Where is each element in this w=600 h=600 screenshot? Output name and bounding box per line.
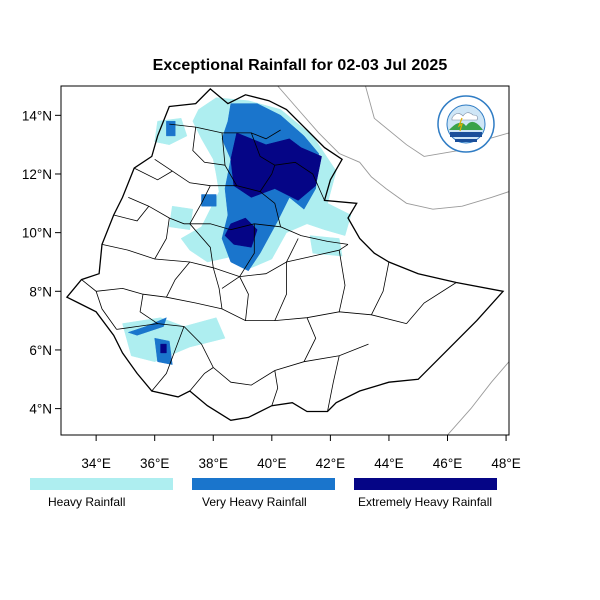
region-boundary-13: [338, 244, 349, 312]
region-boundary-5: [96, 287, 407, 324]
x-tick-label-3: 40°E: [257, 456, 286, 471]
region-boundary-9: [189, 185, 223, 309]
x-tick-label-6: 46°E: [433, 456, 462, 471]
y-tick-label-1: 6°N: [29, 343, 52, 358]
rain-area-very-heavy-6: [166, 120, 176, 137]
region-boundary-11: [274, 238, 299, 321]
region-boundary-12: [303, 317, 317, 362]
axis-ticks: 34°E 36°E 38°E 40°E 42°E 44°E 46°E 48°E 4°N 6°N 8°…: [22, 108, 521, 471]
legend-label-very-heavy: Very Heavy Rainfall: [202, 495, 307, 509]
region-boundary-0: [169, 123, 281, 140]
legend-swatch-extreme: [354, 478, 497, 490]
y-tick-label-3: 10°N: [22, 226, 52, 241]
rain-area-heavy-2: [169, 205, 194, 230]
x-tick-label-2: 38°E: [199, 456, 228, 471]
country-boundary-layer: [65, 88, 505, 421]
region-boundary-21: [271, 370, 279, 406]
region-boundary-4: [101, 244, 340, 278]
rain-area-very-heavy-9: [127, 317, 167, 336]
map-title: Exceptional Rainfall for 02-03 Jul 2025: [152, 57, 448, 74]
y-tick-label-2: 8°N: [29, 284, 52, 299]
legend-label-extreme: Extremely Heavy Rainfall: [358, 495, 493, 509]
y-tick-label-0: 4°N: [29, 402, 52, 417]
legend-swatch-heavy: [30, 478, 173, 490]
rain-area-very-heavy-7: [201, 194, 217, 207]
region-boundary-17: [134, 167, 173, 181]
rain-area-heavy-4: [122, 317, 226, 362]
region-boundary-23: [81, 279, 117, 330]
y-tick-label-4: 12°N: [22, 167, 52, 182]
coastline-0: [277, 86, 509, 210]
region-boundary-7: [151, 326, 185, 392]
x-tick-label-4: 42°E: [316, 456, 345, 471]
region-boundary-26: [221, 276, 240, 289]
region-boundary-19: [250, 132, 325, 201]
legend-label-heavy: Heavy Rainfall: [48, 495, 126, 509]
x-tick-label-5: 44°E: [374, 456, 403, 471]
region-boundary-25: [154, 217, 170, 260]
country-outline: [65, 88, 505, 421]
legend-swatch-very-heavy: [192, 478, 335, 490]
rain-area-extreme-10: [230, 132, 322, 201]
region-boundary-27: [327, 355, 340, 412]
region-boundary-16: [113, 205, 150, 222]
region-boundary-6: [116, 323, 369, 386]
region-boundaries-layer: [81, 123, 457, 412]
x-tick-label-0: 34°E: [81, 456, 110, 471]
plot-frame: [60, 85, 510, 436]
region-boundary-3: [128, 197, 281, 231]
x-tick-label-1: 36°E: [140, 456, 169, 471]
emi-logo-icon: [437, 95, 495, 153]
region-boundary-15: [406, 282, 457, 324]
region-boundary-1: [221, 132, 349, 245]
region-boundary-8: [166, 261, 191, 298]
y-tick-label-5: 14°N: [22, 108, 52, 123]
x-tick-label-7: 48°E: [491, 456, 520, 471]
region-boundary-22: [189, 367, 214, 392]
region-boundary-18: [192, 127, 226, 166]
region-boundary-20: [259, 165, 276, 192]
rain-area-extreme-12: [160, 343, 167, 354]
region-boundary-24: [139, 294, 158, 324]
region-boundary-14: [371, 261, 390, 315]
region-boundary-2: [154, 158, 237, 187]
coastline-2: [447, 361, 509, 435]
